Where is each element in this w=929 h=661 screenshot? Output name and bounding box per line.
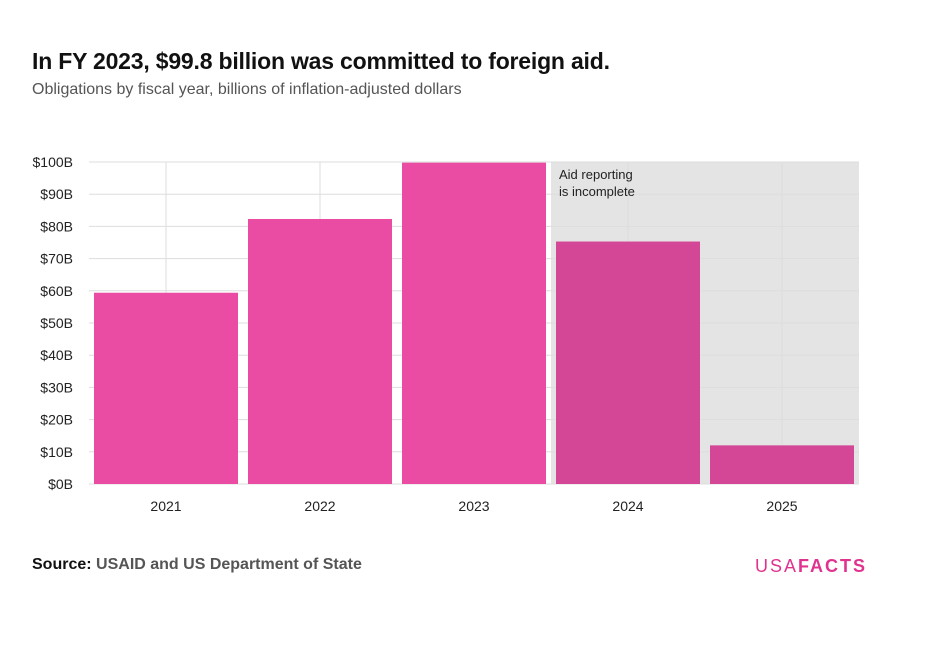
x-tick-label: 2023 <box>458 498 489 514</box>
bar-2021 <box>94 292 238 484</box>
y-tick-label: $20B <box>40 412 73 428</box>
annotation-line-1: Aid reporting <box>559 167 633 182</box>
y-tick-label: $70B <box>40 251 73 267</box>
bar-2023 <box>402 162 546 485</box>
y-tick-label: $90B <box>40 186 73 202</box>
y-tick-label: $10B <box>40 444 73 460</box>
source-text: USAID and US Department of State <box>96 556 362 573</box>
annotation-line-2: is incomplete <box>559 184 635 199</box>
chart-subtitle: Obligations by fiscal year, billions of … <box>32 81 462 98</box>
source-note: Source: USAID and US Department of State <box>32 556 362 574</box>
logo-part-usa: USA <box>755 556 799 576</box>
logo-part-facts: FACTS <box>798 556 868 576</box>
y-tick-label: $0B <box>48 476 73 492</box>
x-tick-label: 2025 <box>766 498 797 514</box>
x-tick-label: 2021 <box>150 498 181 514</box>
usafacts-logo[interactable]: USAFACTS <box>755 556 867 577</box>
x-tick-label: 2024 <box>612 498 643 514</box>
bar-2025 <box>710 445 854 484</box>
y-tick-label: $60B <box>40 283 73 299</box>
y-tick-label: $50B <box>40 315 73 331</box>
bar-2024 <box>556 241 700 484</box>
bar-2022 <box>248 218 392 484</box>
y-tick-label: $80B <box>40 218 73 234</box>
y-tick-label: $100B <box>33 154 73 170</box>
bar-chart: $0B $10B $20B $30B $40B $50B $60B $70B $80B $90B $… <box>33 154 859 514</box>
y-tick-label: $30B <box>40 379 73 395</box>
source-label: Source: <box>32 556 92 573</box>
x-tick-label: 2022 <box>304 498 335 514</box>
chart-title: In FY 2023, $99.8 billion was committed … <box>32 48 610 74</box>
y-tick-label: $40B <box>40 347 73 363</box>
